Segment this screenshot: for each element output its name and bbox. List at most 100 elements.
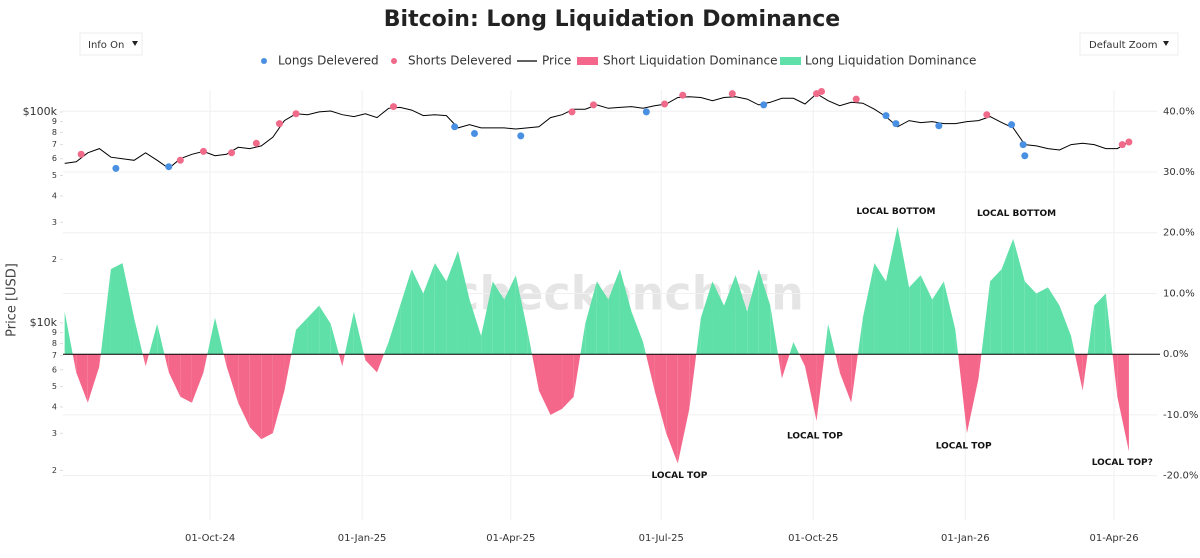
y2-tick-label: 20.0% — [1163, 228, 1195, 239]
area-segment — [1071, 335, 1075, 355]
area-segment — [955, 329, 959, 355]
area-segment — [207, 317, 216, 355]
area-segment — [365, 354, 377, 373]
area-segment — [1059, 305, 1072, 355]
area-segment — [400, 269, 412, 355]
legend-item[interactable]: Short Liquidation Dominance — [577, 54, 778, 68]
x-tick-label: 01-Jan-25 — [338, 533, 387, 544]
x-tick-label: 01-Oct-24 — [185, 533, 235, 544]
legend-item[interactable]: Price — [517, 54, 571, 68]
y-tick-label: 5 — [52, 171, 57, 180]
area-segment — [87, 354, 100, 403]
y-tick-label: 6 — [52, 154, 57, 163]
area-segment — [99, 354, 101, 367]
area-segment — [307, 305, 320, 355]
area-segment — [700, 281, 713, 355]
delever-marker — [1118, 141, 1126, 149]
area-segment — [943, 281, 956, 355]
x-tick-label: 01-Apr-26 — [1089, 533, 1138, 544]
y-tick-label: 3 — [52, 429, 57, 438]
delever-marker — [983, 111, 991, 119]
legend-item[interactable]: Long Liquidation Dominance — [780, 54, 976, 68]
area-segment — [492, 281, 505, 355]
area-segment — [958, 354, 967, 434]
area-segment — [839, 354, 852, 403]
area-segment — [712, 281, 725, 355]
delever-marker — [728, 90, 736, 98]
area-segment — [148, 323, 158, 355]
area-segment — [353, 311, 364, 355]
area-segment — [562, 354, 574, 409]
annotations: LOCAL BOTTOM LOCAL BOTTOM LOCAL TOP LOCAL T… — [63, 207, 1160, 481]
y-tick-label: 3 — [52, 218, 57, 227]
area-segment — [735, 275, 748, 355]
area-segment — [481, 281, 493, 355]
y-tick-label: 6 — [52, 365, 57, 374]
delever-marker — [292, 110, 300, 118]
delever-marker — [589, 101, 597, 109]
area-segment — [469, 299, 482, 355]
y-axis-title: Price [USD] — [5, 263, 20, 337]
delever-marker — [517, 132, 525, 140]
annotation: LOCAL BOTTOM — [977, 209, 1056, 219]
area-segment — [168, 354, 181, 397]
annotation: LOCAL BOTTOM — [856, 207, 935, 217]
dropdown-arrow — [1163, 41, 1169, 46]
area-segment — [411, 269, 424, 355]
area-segment — [747, 269, 759, 355]
area-segment — [631, 311, 644, 355]
delever-marker — [852, 95, 860, 103]
delever-marker — [935, 122, 943, 130]
area-segment — [1117, 354, 1129, 452]
legend-item[interactable]: Shorts Delevered — [391, 54, 512, 68]
area-segment — [1082, 354, 1088, 391]
area-segment — [122, 263, 135, 355]
delever-marker — [199, 147, 207, 155]
area-segment — [724, 275, 736, 355]
area-segment — [338, 354, 343, 367]
y2-tick-label: -10.0% — [1163, 410, 1198, 421]
area-segment — [608, 269, 620, 355]
area-segment — [330, 323, 339, 355]
area-segment — [862, 263, 875, 355]
legend-symbol — [780, 57, 801, 65]
area-segment — [1094, 293, 1106, 355]
area-segment — [434, 263, 447, 355]
delever-marker — [760, 101, 768, 109]
delever-marker — [882, 112, 890, 120]
area-segment — [851, 354, 858, 403]
delever-marker — [1019, 141, 1027, 149]
zoom-select[interactable]: Default Zoom — [1079, 32, 1179, 56]
annotation: LOCAL TOP — [936, 441, 992, 451]
area-segment — [1112, 354, 1118, 397]
y2-tick-label: 30.0% — [1163, 167, 1195, 178]
area-segment — [758, 269, 771, 355]
delever-marker — [275, 120, 283, 128]
area-segment — [835, 354, 840, 373]
area-segment — [1087, 305, 1095, 355]
area-segment — [778, 354, 782, 379]
annotation: LOCAL TOP — [787, 432, 843, 442]
area-segment — [696, 317, 701, 355]
area-segment — [272, 354, 285, 434]
area-segment — [580, 323, 586, 355]
area-segment — [932, 281, 944, 355]
area-segment — [134, 317, 143, 355]
area-segment — [457, 250, 470, 355]
area-segment — [180, 354, 192, 403]
y-tick-label: 9 — [52, 328, 57, 337]
area-segment — [874, 263, 886, 355]
dropdown-label: Default Zoom — [1089, 40, 1158, 51]
legend-item[interactable]: Longs Delevered — [261, 54, 379, 68]
area-segment — [1001, 238, 1014, 355]
dropdown-label: Info On — [88, 40, 124, 51]
legend-symbol — [391, 58, 397, 64]
legend-label: Long Liquidation Dominance — [805, 54, 976, 68]
y-tick-label: $10k — [30, 316, 58, 329]
info-toggle[interactable]: Info On — [79, 32, 143, 56]
dropdown-box — [1079, 32, 1179, 56]
area-segment — [238, 354, 250, 428]
area-segment — [531, 354, 539, 391]
area-segment — [376, 354, 384, 373]
